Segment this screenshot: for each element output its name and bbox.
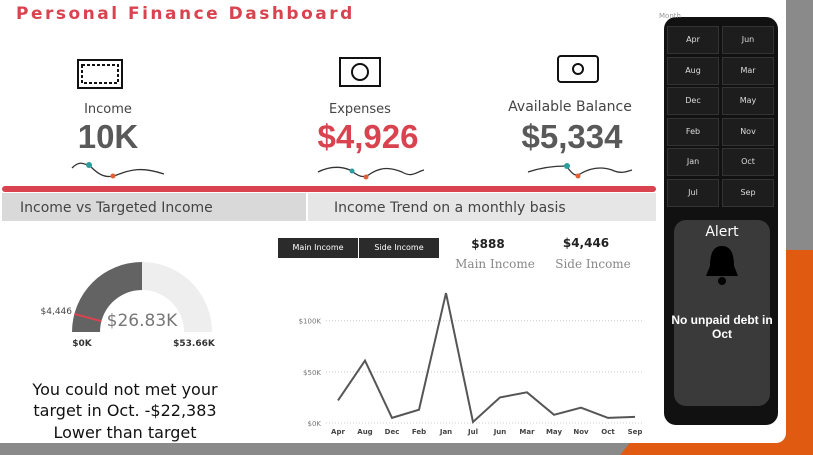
card-label: Side Income <box>555 257 631 271</box>
kpi-value: $5,334 <box>521 118 623 155</box>
y-tick-label: $50K <box>303 369 321 377</box>
line-series <box>337 292 636 424</box>
main-panel <box>0 0 786 443</box>
alert-message: No unpaid debt in Oct <box>671 313 773 341</box>
kpi-label: Expenses <box>329 102 391 117</box>
x-tick-label: Oct <box>601 428 615 436</box>
x-tick-label: Jul <box>467 428 478 436</box>
y-tick-label: $100K <box>299 318 322 326</box>
kpi-label: Available Balance <box>508 99 632 115</box>
tab[interactable]: Income Trend on a monthly basis <box>308 193 656 221</box>
month-button[interactable]: Apr <box>667 26 719 54</box>
month-button[interactable]: Oct <box>722 148 774 176</box>
line-chart: $0K $50K $100K Apr Aug Dec Feb Jan Jul Jun Mar May N… <box>299 292 643 436</box>
gauge-value-label: $26.83K <box>107 311 178 331</box>
month-button[interactable]: Feb <box>667 117 719 146</box>
x-tick-label: Jun <box>493 428 507 436</box>
month-button[interactable]: Jan <box>667 148 719 176</box>
month-button[interactable]: Aug <box>667 56 719 85</box>
month-button[interactable]: Nov <box>722 117 774 146</box>
card-label: Main Income <box>455 257 535 271</box>
gauge-value <box>72 262 142 332</box>
message-line: target in Oct. -$22,383 <box>33 401 217 420</box>
x-tick-label: May <box>546 428 562 436</box>
month-button[interactable]: May <box>722 87 774 115</box>
x-tick-label: Mar <box>519 428 535 436</box>
slicer-label: Month <box>659 12 681 20</box>
tab[interactable]: Income vs Targeted Income <box>2 193 306 221</box>
month-button[interactable]: Jun <box>722 26 774 54</box>
month-button[interactable]: Sep <box>722 178 774 207</box>
y-tick-label: $0K <box>308 420 322 428</box>
message-line: You could not met your <box>32 380 218 399</box>
month-button[interactable]: Mar <box>722 56 774 85</box>
gauge-min-label: $0K <box>72 339 93 349</box>
alert-title: Alert <box>705 224 739 240</box>
kpi-value: $4,926 <box>317 118 419 155</box>
kpi-decor <box>2 55 656 192</box>
x-tick-label: Aug <box>357 428 372 436</box>
card-value: $888 <box>471 237 505 251</box>
button[interactable]: Side Income <box>359 238 439 258</box>
x-tick-label: Nov <box>573 428 589 436</box>
x-tick-label: Sep <box>628 428 643 436</box>
x-tick-label: Dec <box>385 428 400 436</box>
message-line: Lower than target <box>53 423 197 442</box>
button[interactable]: Main Income <box>278 238 358 258</box>
gauge-max-label: $53.66K <box>173 339 216 349</box>
x-tick-label: Apr <box>331 428 345 436</box>
gauge-target-label: $4,446 <box>41 307 73 317</box>
gauge: $26.83K $4,446 $0K $53.66K <box>41 262 216 349</box>
kpi-value: 10K <box>77 118 139 155</box>
dashboard-title: Personal Finance Dashboard <box>16 4 355 24</box>
x-tick-label: Feb <box>412 428 426 436</box>
gauge-target <box>74 313 102 323</box>
card-value: $4,446 <box>562 236 610 250</box>
bell-icon <box>706 246 738 285</box>
month-button[interactable]: Dec <box>667 87 719 115</box>
kpi-label: Income <box>84 102 132 117</box>
month-button[interactable]: Jul <box>667 178 719 207</box>
x-tick-label: Jan <box>439 428 452 436</box>
